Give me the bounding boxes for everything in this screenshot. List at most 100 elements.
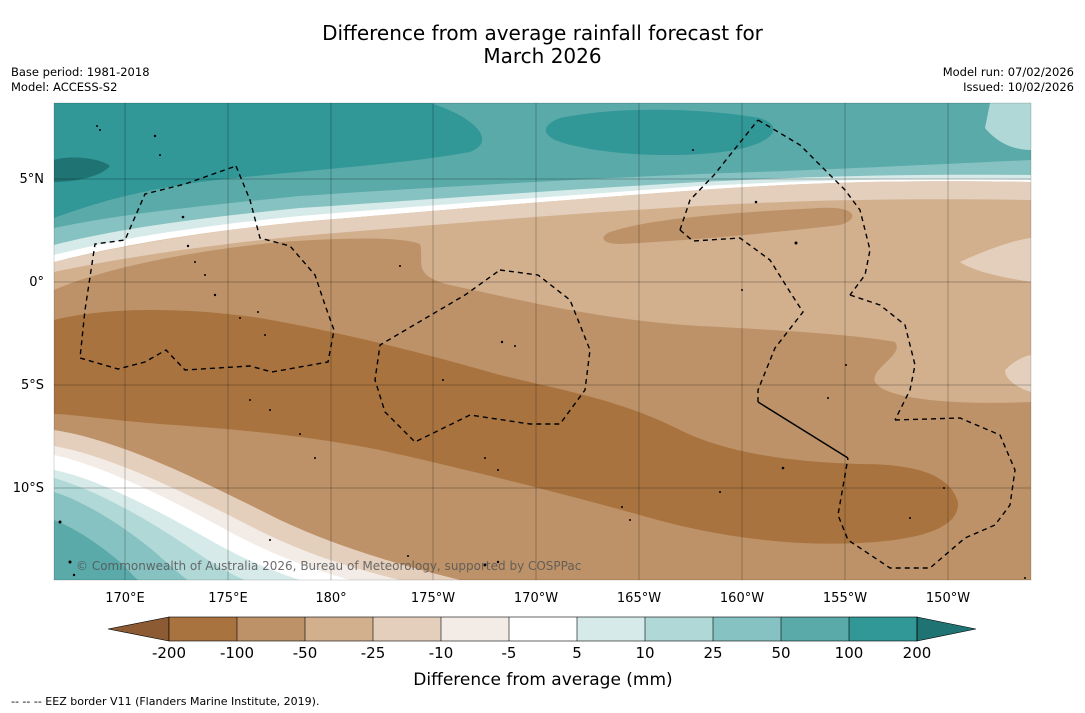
island [943, 487, 945, 489]
island [794, 241, 798, 245]
island [153, 134, 157, 138]
colorbar-swatch-m50-m25 [305, 617, 373, 641]
colorbar: -200 -100 -50 -25 -10 -5 5 10 25 50 100 … [107, 616, 977, 690]
island [314, 457, 316, 459]
island [194, 261, 196, 263]
island [186, 244, 190, 248]
colorbar-tick-label: -5 [502, 644, 517, 662]
wet-core-east [545, 109, 774, 156]
island [754, 200, 758, 204]
lon-label-170e: 170°E [105, 591, 145, 606]
island [213, 293, 217, 297]
eez-border-solid-segment [757, 401, 849, 459]
colorbar-swatch-m100-m50 [237, 617, 305, 641]
dry-patch-north [603, 207, 853, 244]
island [827, 397, 829, 399]
meta-right: Model run: 07/02/2026 Issued: 10/02/2026 [943, 65, 1074, 95]
chart-title-line1: Difference from average rainfall forecas… [322, 21, 763, 45]
colorbar-swatch-m25-m10 [373, 617, 441, 641]
island [719, 491, 721, 493]
colorbar-extend-high [916, 616, 977, 642]
map-frame [53, 102, 1032, 581]
colorbar-swatch-p10-p25 [645, 617, 713, 641]
eez-border-central [374, 269, 591, 443]
colorbar-title: Difference from average (mm) [413, 670, 672, 690]
island [269, 409, 271, 411]
island [299, 433, 301, 435]
lon-label-160w: 160°W [720, 591, 764, 606]
island [845, 364, 847, 366]
colorbar-tick-label: 50 [771, 644, 790, 662]
lon-label-155w: 155°W [823, 591, 867, 606]
model-name: Model: ACCESS-S2 [11, 80, 118, 94]
colorbar-swatch-p25-p50 [713, 617, 781, 641]
island [629, 519, 631, 521]
wet-core-west [54, 103, 483, 218]
lon-label-170w: 170°W [514, 591, 558, 606]
colorbar-swatch-p50-p100 [781, 617, 849, 641]
longitude-labels: 170°E 175°E 180° 175°W 170°W 165°W 160°W… [105, 591, 970, 606]
wet-edge-east [985, 103, 1031, 150]
colorbar-extend-low [107, 616, 170, 642]
lat-label-0: 0° [29, 275, 44, 290]
island [257, 311, 259, 313]
dry-region-east-light [960, 238, 1031, 282]
meta-left: Base period: 1981-2018 Model: ACCESS-S2 [11, 65, 150, 95]
island [909, 517, 911, 519]
lon-label-180: 180° [315, 591, 346, 606]
colorbar-tick-label: 100 [835, 644, 864, 662]
colorbar-tick-label: 10 [635, 644, 654, 662]
island [68, 560, 72, 564]
island [497, 469, 499, 471]
eez-border-upper [679, 119, 759, 231]
colorbar-swatch-m10-m5 [441, 617, 509, 641]
lat-label-10s: 10°S [13, 481, 44, 496]
island [621, 506, 623, 508]
lon-label-175e: 175°E [208, 591, 248, 606]
island [407, 555, 409, 557]
dry-band-m25 [54, 181, 1031, 272]
island [484, 457, 486, 459]
island [496, 560, 500, 564]
chart-title-line2: March 2026 [483, 44, 602, 68]
colorbar-swatch-p100-p200 [849, 617, 917, 641]
island [1024, 577, 1026, 579]
islands [58, 125, 1026, 579]
eez-borders [79, 119, 1016, 569]
island [72, 573, 76, 577]
island [692, 149, 694, 151]
lon-label-165w: 165°W [617, 591, 661, 606]
copyright-notice: © Commonwealth of Australia 2026, Bureau… [76, 559, 581, 573]
island [269, 539, 271, 541]
island [239, 317, 241, 319]
island [204, 274, 206, 276]
base-period: Base period: 1981-2018 [11, 65, 150, 79]
lat-label-5s: 5°S [21, 378, 44, 393]
colorbar-tick-label: 25 [703, 644, 722, 662]
island [181, 215, 185, 219]
island [249, 399, 251, 401]
latitude-labels: 5°N 0° 5°S 10°S [13, 172, 44, 496]
dry-region-east-light2 [1005, 355, 1031, 392]
island [781, 466, 785, 470]
island [159, 154, 161, 156]
island [96, 125, 98, 127]
map-graticule [54, 103, 1031, 580]
dry-band-m100 [54, 309, 959, 544]
colorbar-swatch-p5-p10 [577, 617, 645, 641]
eez-border-mid [679, 229, 804, 402]
eez-legend-note: -- -- -- EEZ border V11 (Flanders Marine… [11, 695, 320, 708]
colorbar-tick-label: -100 [220, 644, 254, 662]
island [99, 129, 101, 131]
colorbar-swatch-m200-m100 [169, 617, 237, 641]
sw-band-p100 [54, 520, 138, 580]
eez-border-east-link [849, 294, 916, 421]
issued-date: Issued: 10/02/2026 [963, 80, 1074, 94]
island [741, 289, 743, 291]
colorbar-swatch-m5-p5 [509, 617, 577, 641]
island [442, 379, 444, 381]
island [58, 520, 62, 524]
colorbar-tick-label: -10 [429, 644, 454, 662]
island [500, 340, 504, 344]
eez-border-west [79, 165, 335, 373]
